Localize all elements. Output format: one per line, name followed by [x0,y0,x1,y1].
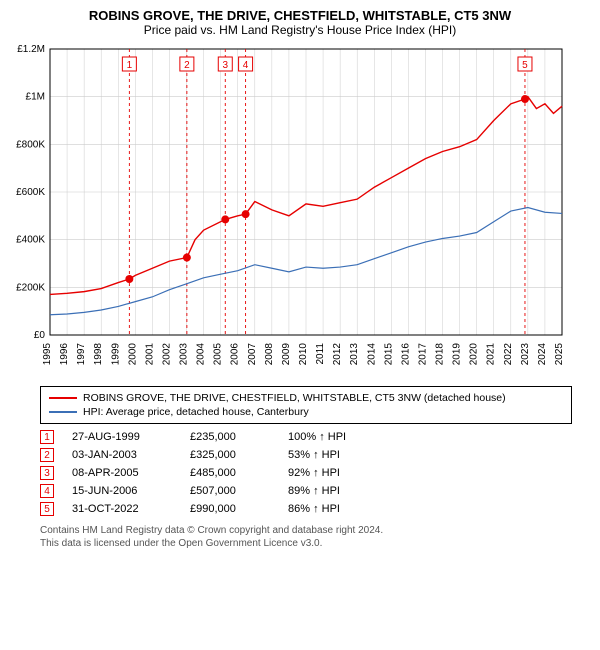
chart-title: ROBINS GROVE, THE DRIVE, CHESTFIELD, WHI… [8,8,592,23]
svg-text:1995: 1995 [42,343,53,366]
transaction-date: 31-OCT-2022 [72,503,172,515]
transaction-pct: 86% ↑ HPI [288,503,368,515]
legend-item: ROBINS GROVE, THE DRIVE, CHESTFIELD, WHI… [49,391,563,405]
svg-text:2003: 2003 [179,343,190,366]
transaction-pct: 100% ↑ HPI [288,431,368,443]
transaction-pct: 89% ↑ HPI [288,485,368,497]
svg-text:1996: 1996 [59,343,70,366]
svg-text:2006: 2006 [230,343,241,366]
transaction-table: 1 27-AUG-1999 £235,000 100% ↑ HPI 2 03-JAN-20… [40,428,572,518]
svg-text:5: 5 [522,60,528,71]
line-chart: £0 £200K £400K £600K £800K £1M £1.2M 1995 1996 19… [8,43,568,373]
svg-text:2010: 2010 [298,343,309,366]
svg-text:2000: 2000 [127,343,138,366]
transaction-badge: 3 [40,466,54,480]
svg-text:2023: 2023 [520,343,531,366]
transaction-badge: 1 [40,430,54,444]
svg-text:2005: 2005 [213,343,224,366]
svg-text:1: 1 [127,60,133,71]
svg-text:£800K: £800K [16,139,45,150]
svg-text:2009: 2009 [281,343,292,366]
transaction-date: 27-AUG-1999 [72,431,172,443]
svg-text:2004: 2004 [196,343,207,366]
legend-swatch [49,411,77,413]
transaction-row: 4 15-JUN-2006 £507,000 89% ↑ HPI [40,482,572,500]
legend: ROBINS GROVE, THE DRIVE, CHESTFIELD, WHI… [40,386,572,424]
footer-line: This data is licensed under the Open Gov… [40,537,572,550]
transaction-row: 1 27-AUG-1999 £235,000 100% ↑ HPI [40,428,572,446]
transaction-date: 03-JAN-2003 [72,449,172,461]
legend-label: HPI: Average price, detached house, Cant… [83,406,309,418]
svg-text:2024: 2024 [537,343,548,366]
svg-text:1998: 1998 [93,343,104,366]
svg-text:2013: 2013 [349,343,360,366]
svg-text:£1.2M: £1.2M [17,44,45,55]
svg-text:2020: 2020 [469,343,480,366]
svg-text:2008: 2008 [264,343,275,366]
svg-text:£1M: £1M [26,92,45,103]
transaction-date: 15-JUN-2006 [72,485,172,497]
svg-text:2015: 2015 [383,343,394,366]
svg-text:£600K: £600K [16,187,45,198]
transaction-badge: 4 [40,484,54,498]
svg-text:2007: 2007 [247,343,258,366]
transaction-row: 5 31-OCT-2022 £990,000 86% ↑ HPI [40,500,572,518]
svg-text:2011: 2011 [315,343,326,365]
svg-text:1999: 1999 [110,343,121,366]
transaction-pct: 92% ↑ HPI [288,467,368,479]
transaction-date: 08-APR-2005 [72,467,172,479]
chart-area: £0 £200K £400K £600K £800K £1M £1.2M 1995 1996 19… [8,43,592,378]
transaction-price: £235,000 [190,431,270,443]
transaction-row: 2 03-JAN-2003 £325,000 53% ↑ HPI [40,446,572,464]
svg-text:4: 4 [243,60,249,71]
svg-text:2021: 2021 [486,343,497,366]
svg-text:2012: 2012 [332,343,343,366]
legend-label: ROBINS GROVE, THE DRIVE, CHESTFIELD, WHI… [83,392,506,404]
transaction-pct: 53% ↑ HPI [288,449,368,461]
transaction-price: £325,000 [190,449,270,461]
svg-text:2014: 2014 [366,343,377,366]
svg-text:£200K: £200K [16,282,45,293]
svg-text:3: 3 [222,60,228,71]
svg-text:2001: 2001 [144,343,155,366]
svg-text:£0: £0 [34,330,46,341]
footer-line: Contains HM Land Registry data © Crown c… [40,524,572,537]
svg-text:1997: 1997 [76,343,87,366]
legend-swatch [49,397,77,399]
svg-text:2002: 2002 [161,343,172,366]
svg-text:2025: 2025 [554,343,565,366]
legend-item: HPI: Average price, detached house, Cant… [49,405,563,419]
chart-subtitle: Price paid vs. HM Land Registry's House … [8,23,592,37]
transaction-price: £485,000 [190,467,270,479]
svg-text:2017: 2017 [417,343,428,366]
transaction-price: £990,000 [190,503,270,515]
svg-text:2018: 2018 [435,343,446,366]
svg-text:2019: 2019 [452,343,463,366]
footer-attribution: Contains HM Land Registry data © Crown c… [40,524,572,550]
transaction-badge: 5 [40,502,54,516]
svg-text:2022: 2022 [503,343,514,366]
svg-text:2016: 2016 [400,343,411,366]
svg-text:£400K: £400K [16,235,45,246]
transaction-row: 3 08-APR-2005 £485,000 92% ↑ HPI [40,464,572,482]
transaction-badge: 2 [40,448,54,462]
svg-text:2: 2 [184,60,190,71]
transaction-price: £507,000 [190,485,270,497]
